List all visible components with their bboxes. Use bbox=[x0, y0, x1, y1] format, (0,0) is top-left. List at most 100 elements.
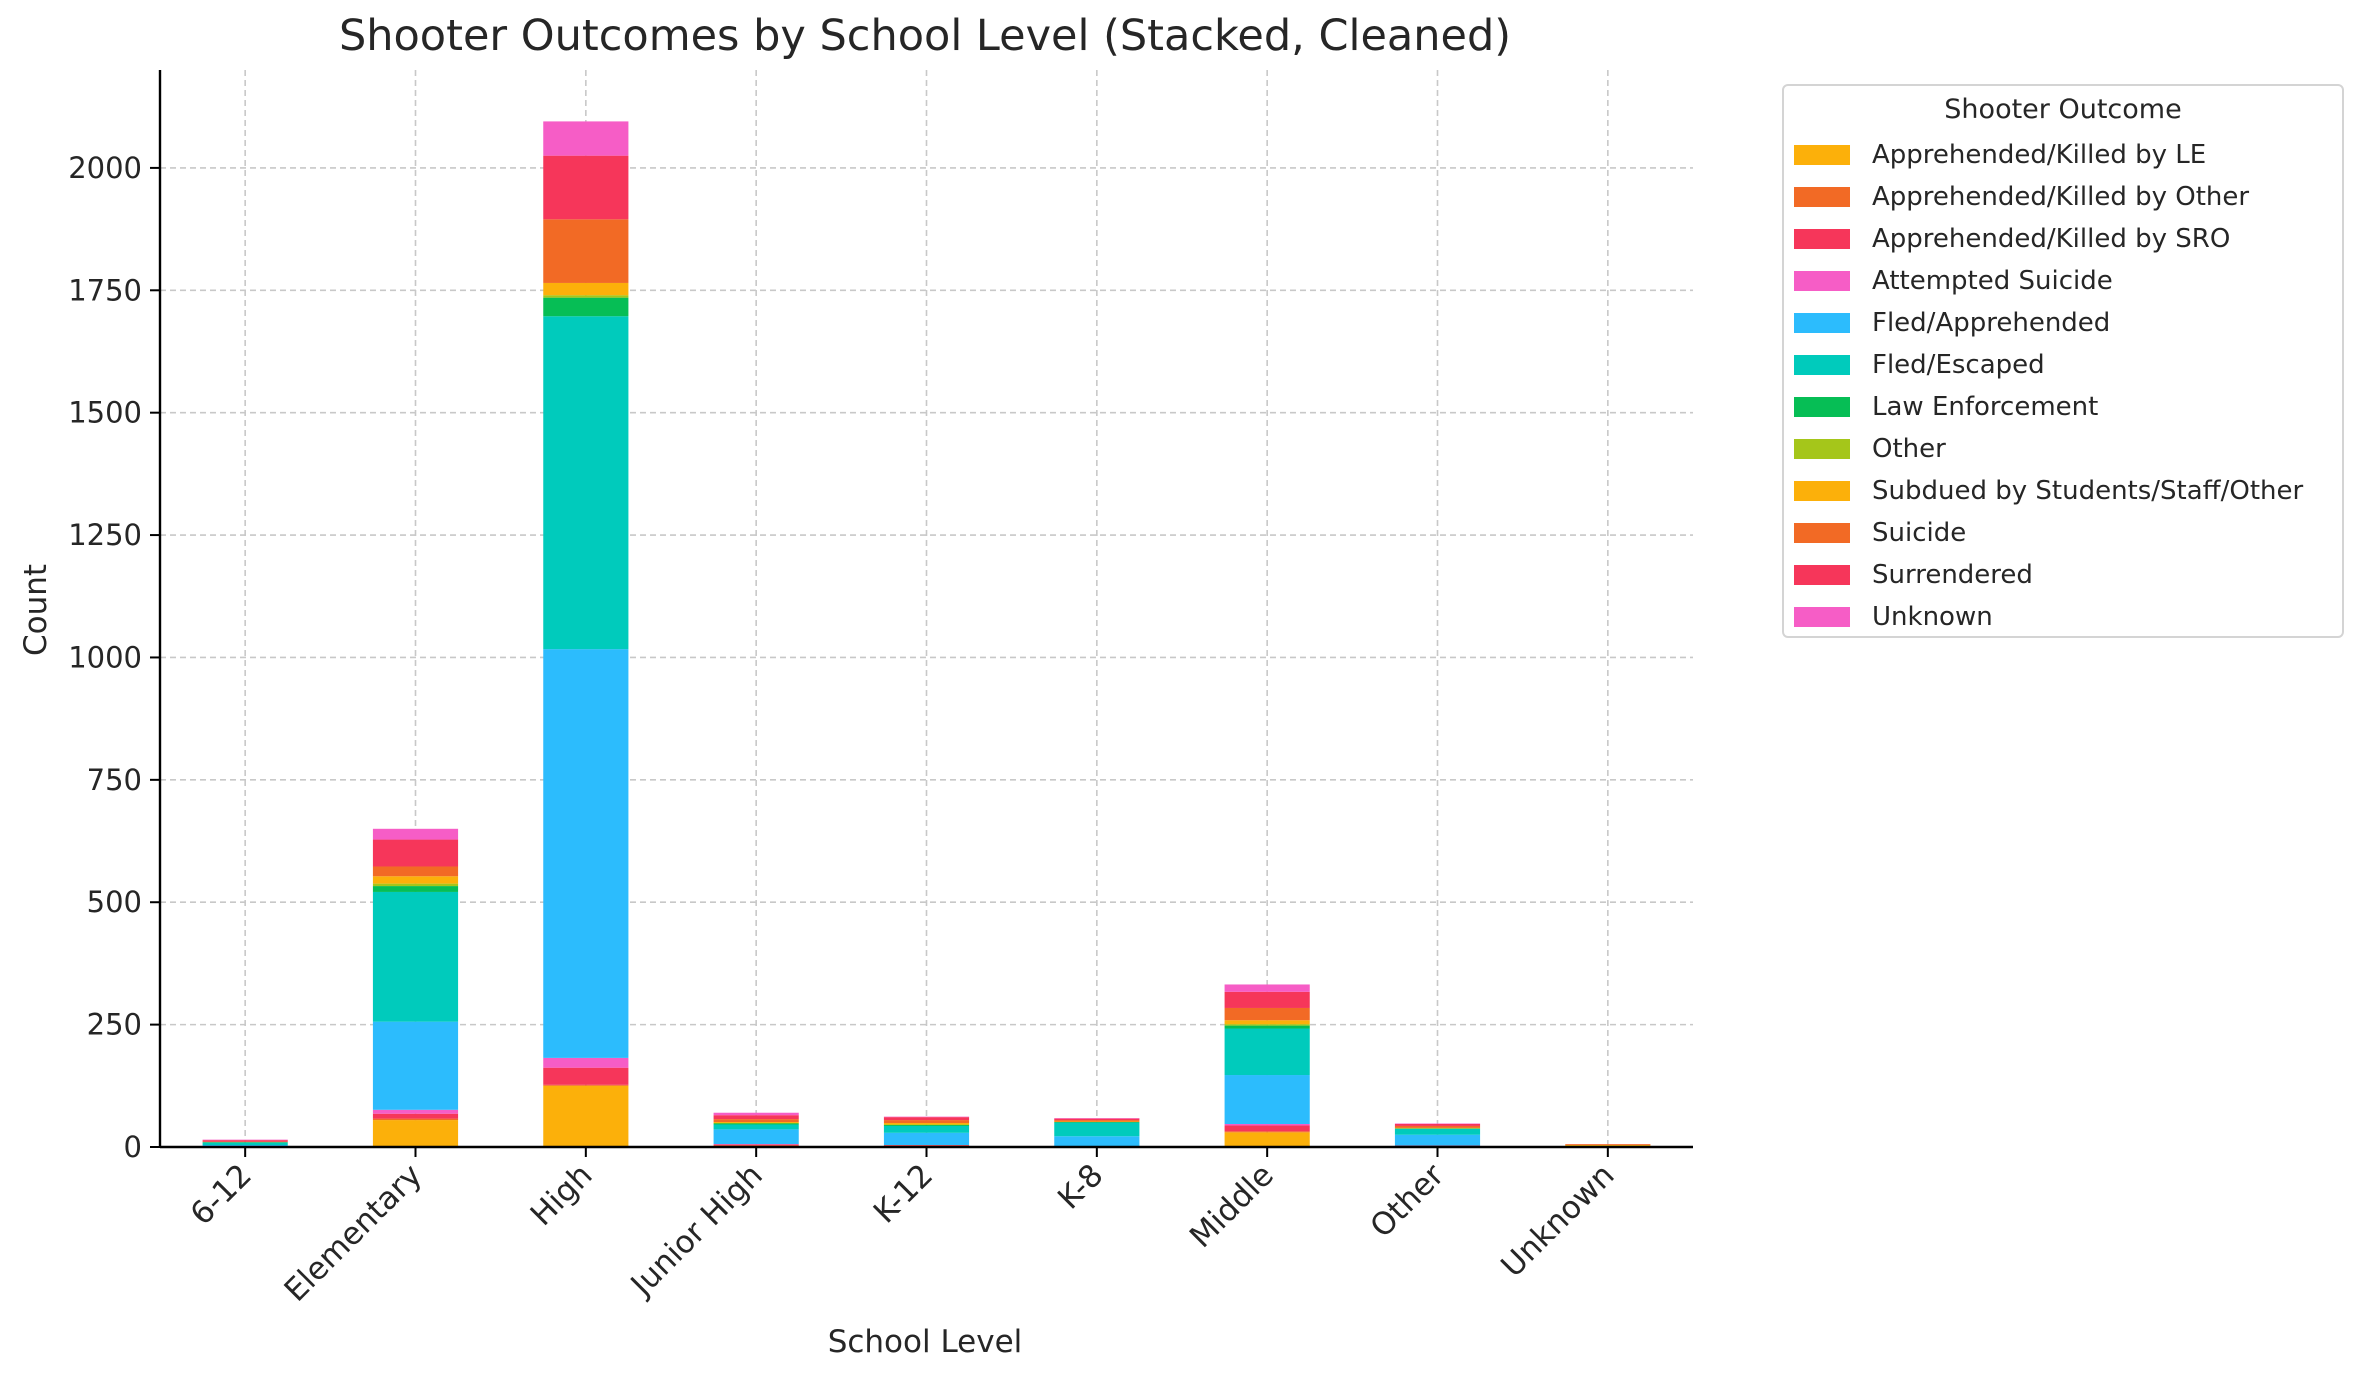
bar-segment-1-4 bbox=[373, 1022, 458, 1110]
x-tick-label-2: High bbox=[524, 1157, 600, 1233]
bar-segment-1-6 bbox=[373, 886, 458, 892]
bar-segment-2-11 bbox=[543, 121, 628, 155]
bar-segment-2-7 bbox=[543, 295, 628, 297]
bar-segment-7-10 bbox=[1395, 1124, 1480, 1126]
bar-segment-0-5 bbox=[203, 1143, 288, 1145]
y-axis-label: Count bbox=[18, 564, 54, 656]
legend-item: Attempted Suicide bbox=[1794, 260, 2303, 302]
bar-segment-1-0 bbox=[373, 1120, 458, 1147]
legend-item: Suicide bbox=[1794, 512, 2303, 554]
legend-swatch bbox=[1794, 523, 1850, 543]
bar-segment-4-9 bbox=[884, 1120, 969, 1123]
bar-stack-3 bbox=[714, 1113, 799, 1147]
legend-swatch bbox=[1794, 313, 1850, 333]
bar-segment-2-5 bbox=[543, 316, 628, 649]
x-tick-label-0: 6-12 bbox=[184, 1157, 259, 1232]
y-tick-label-8: 2000 bbox=[68, 151, 142, 185]
bar-segment-3-8 bbox=[714, 1122, 799, 1123]
bar-segment-2-4 bbox=[543, 649, 628, 1058]
bar-segment-2-9 bbox=[543, 219, 628, 283]
bar-segment-6-9 bbox=[1225, 1008, 1310, 1020]
bar-segment-7-4 bbox=[1395, 1135, 1480, 1146]
bar-segment-6-7 bbox=[1225, 1024, 1310, 1025]
bar-segment-3-5 bbox=[714, 1124, 799, 1129]
bar-segment-5-5 bbox=[1054, 1123, 1139, 1137]
bar-segment-6-3 bbox=[1225, 1124, 1310, 1125]
legend-item: Other bbox=[1794, 428, 2303, 470]
x-tick-label-6: Middle bbox=[1183, 1157, 1281, 1255]
bar-segment-6-6 bbox=[1225, 1026, 1310, 1029]
bar-segment-6-5 bbox=[1225, 1029, 1310, 1076]
legend-label: Law Enforcement bbox=[1872, 392, 2098, 422]
bar-segment-7-5 bbox=[1395, 1129, 1480, 1135]
legend-label: Fled/Escaped bbox=[1872, 350, 2045, 380]
legend-title: Shooter Outcome bbox=[1784, 94, 2342, 125]
bar-segment-1-1 bbox=[373, 1119, 458, 1120]
legend-list: Apprehended/Killed by LE Apprehended/Kill… bbox=[1794, 134, 2303, 638]
bar-segment-6-2 bbox=[1225, 1125, 1310, 1131]
bar-segment-6-11 bbox=[1225, 984, 1310, 991]
bar-segment-4-10 bbox=[884, 1117, 969, 1120]
bar-segment-4-5 bbox=[884, 1126, 969, 1133]
x-tick-label-1: Elementary bbox=[278, 1157, 430, 1309]
legend-item: Surrendered bbox=[1794, 554, 2303, 596]
y-tick-label-7: 1750 bbox=[68, 273, 142, 307]
legend-item: Unknown bbox=[1794, 596, 2303, 638]
bar-segment-2-2 bbox=[543, 1068, 628, 1085]
bar-segment-3-4 bbox=[714, 1129, 799, 1144]
x-axis-label: School Level bbox=[828, 1324, 1023, 1360]
bar-segment-6-8 bbox=[1225, 1020, 1310, 1024]
bar-segment-4-8 bbox=[884, 1123, 969, 1124]
bar-segment-3-9 bbox=[714, 1119, 799, 1122]
legend-swatch bbox=[1794, 145, 1850, 165]
y-tick-label-2: 500 bbox=[87, 885, 142, 919]
legend-swatch bbox=[1794, 481, 1850, 501]
legend-swatch bbox=[1794, 187, 1850, 207]
y-ticks: 0 250 500 750 1000 1250 1500 1750 2000 bbox=[68, 151, 160, 1164]
bar-stack-5 bbox=[1054, 1118, 1139, 1147]
legend: Shooter Outcome Apprehended/Killed by LE… bbox=[1782, 84, 2344, 638]
y-tick-label-4: 1000 bbox=[68, 640, 142, 674]
legend-swatch bbox=[1794, 397, 1850, 417]
bar-segment-2-8 bbox=[543, 283, 628, 295]
legend-item: Fled/Escaped bbox=[1794, 344, 2303, 386]
bar-stack-6 bbox=[1225, 984, 1310, 1147]
y-tick-label-0: 0 bbox=[124, 1130, 142, 1164]
y-tick-label-6: 1500 bbox=[68, 396, 142, 430]
x-tick-label-4: K-12 bbox=[867, 1157, 940, 1230]
y-tick-label-1: 250 bbox=[87, 1008, 142, 1042]
bar-segment-1-3 bbox=[373, 1110, 458, 1114]
x-tick-label-7: Other bbox=[1363, 1157, 1451, 1245]
legend-item: Apprehended/Killed by LE bbox=[1794, 134, 2303, 176]
bar-stack-1 bbox=[373, 829, 458, 1147]
bar-segment-1-7 bbox=[373, 884, 458, 886]
bar-segment-0-10 bbox=[203, 1140, 288, 1141]
bar-segment-4-6 bbox=[884, 1125, 969, 1126]
legend-label: Suicide bbox=[1872, 518, 1966, 548]
legend-swatch bbox=[1794, 565, 1850, 585]
legend-item: Fled/Apprehended bbox=[1794, 302, 2303, 344]
bar-segment-1-11 bbox=[373, 829, 458, 840]
y-tick-label-3: 750 bbox=[87, 763, 142, 797]
bar-segment-2-0 bbox=[543, 1086, 628, 1147]
bar-segment-6-0 bbox=[1225, 1132, 1310, 1147]
bar-segment-3-11 bbox=[714, 1113, 799, 1115]
legend-swatch bbox=[1794, 355, 1850, 375]
bar-segment-7-9 bbox=[1395, 1126, 1480, 1128]
legend-item: Apprehended/Killed by SRO bbox=[1794, 218, 2303, 260]
y-tick-label-5: 1250 bbox=[68, 518, 142, 552]
x-tick-label-8: Unknown bbox=[1494, 1157, 1621, 1284]
x-tick-label-5: K-8 bbox=[1051, 1157, 1110, 1216]
bar-segment-5-4 bbox=[1054, 1136, 1139, 1146]
legend-label: Apprehended/Killed by SRO bbox=[1872, 224, 2230, 254]
chart-title: Shooter Outcomes by School Level (Stacke… bbox=[339, 11, 1511, 61]
bar-segment-6-4 bbox=[1225, 1075, 1310, 1124]
bar-segment-5-9 bbox=[1054, 1120, 1139, 1121]
legend-item: Apprehended/Killed by Other bbox=[1794, 176, 2303, 218]
bar-segment-1-9 bbox=[373, 866, 458, 876]
legend-label: Apprehended/Killed by LE bbox=[1872, 140, 2206, 170]
legend-swatch bbox=[1794, 439, 1850, 459]
bar-segment-2-3 bbox=[543, 1058, 628, 1068]
